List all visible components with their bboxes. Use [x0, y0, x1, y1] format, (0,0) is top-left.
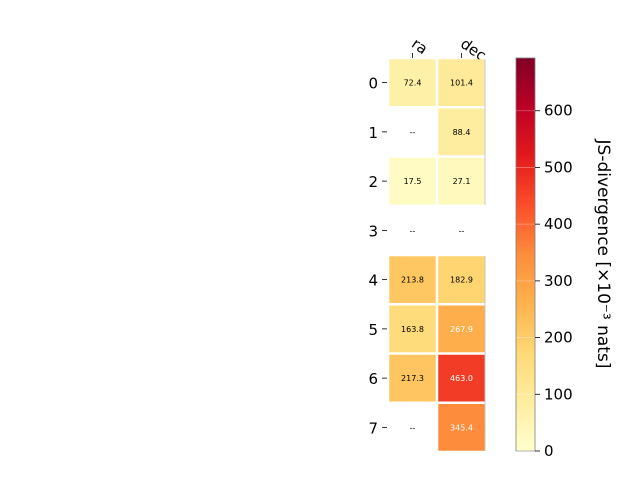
row-label-1: 1	[368, 124, 378, 142]
row-label-5: 5	[368, 321, 378, 339]
row-label-2: 2	[368, 173, 378, 191]
row-labels: 0 1 2 3 4 5 6 7	[368, 75, 387, 437]
heatmap-cell	[438, 404, 485, 451]
colorbar-tick-label: 200	[544, 329, 573, 347]
heatmap-cell	[438, 256, 485, 303]
heatmap-cell	[389, 354, 436, 402]
heatmap-cell	[438, 354, 485, 402]
row-label-7: 7	[368, 419, 378, 437]
row-label-4: 4	[368, 272, 378, 290]
heatmap-cell	[389, 305, 436, 353]
cell-value-label: 267.9	[450, 325, 473, 334]
heatmap-cell	[438, 305, 485, 353]
heatmap-cell	[438, 157, 485, 205]
cell-value-label: 88.4	[453, 128, 471, 137]
colorbar-tick-label: 400	[544, 215, 573, 233]
column-label-ra: ra	[408, 35, 431, 59]
heatmap-cell	[389, 157, 436, 205]
cell-value-label: --	[410, 423, 416, 432]
colorbar-scale	[515, 57, 536, 452]
cell-value-label: 345.4	[450, 423, 473, 432]
colorbar-label: JS-divergence [×10⁻³ nats]	[593, 139, 613, 369]
cell-value-label: 163.8	[401, 325, 424, 334]
heatmap-cell	[389, 59, 436, 106]
colorbar-tick-label: 100	[544, 385, 573, 403]
colorbar: 0 100 200 300 400 500 600 JS-divergence [×10⁻³…	[515, 57, 613, 460]
row-label-3: 3	[368, 222, 378, 240]
cell-value-label: 72.4	[404, 79, 422, 88]
heatmap-cell	[438, 59, 485, 106]
cell-value-label: 17.5	[404, 177, 422, 186]
colorbar-ticks: 0 100 200 300 400 500 600	[516, 102, 573, 460]
cell-value-label: 27.1	[453, 177, 471, 186]
cell-value-label: --	[459, 226, 465, 235]
cell-value-label: 101.4	[450, 79, 473, 88]
colorbar-tick-label: 0	[544, 442, 554, 460]
cell-value-label: 182.9	[450, 276, 473, 285]
colorbar-tick-label: 600	[544, 102, 573, 120]
cell-value-label: 213.8	[401, 276, 424, 285]
cell-value-label: 463.0	[450, 374, 473, 383]
colorbar-tick-label: 300	[544, 272, 573, 290]
heatmap-cell	[438, 108, 485, 156]
cell-value-labels: 72.4 101.4 -- 88.4 17.5 27.1 -- -- 213.8 182.9 163…	[401, 79, 473, 433]
row-label-0: 0	[368, 75, 378, 93]
cell-value-label: --	[410, 128, 416, 137]
row-label-6: 6	[368, 370, 378, 388]
heatmap-cells	[389, 59, 486, 451]
cell-value-label: --	[410, 226, 416, 235]
cell-value-label: 217.3	[401, 374, 424, 383]
colorbar-tick-label: 500	[544, 158, 573, 176]
heatmap-cell	[389, 256, 436, 303]
